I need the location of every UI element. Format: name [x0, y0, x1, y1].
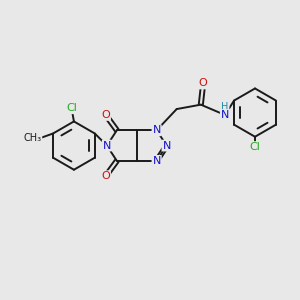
Text: H: H: [221, 102, 229, 112]
Text: N: N: [152, 156, 161, 166]
Text: Cl: Cl: [250, 142, 260, 152]
Text: O: O: [101, 171, 110, 181]
Text: N: N: [162, 141, 171, 151]
Text: CH₃: CH₃: [23, 133, 41, 143]
Text: Cl: Cl: [66, 103, 77, 113]
Text: N: N: [221, 110, 229, 120]
Text: O: O: [199, 79, 208, 88]
Text: N: N: [152, 125, 161, 135]
Text: N: N: [103, 141, 111, 151]
Text: O: O: [101, 110, 110, 120]
